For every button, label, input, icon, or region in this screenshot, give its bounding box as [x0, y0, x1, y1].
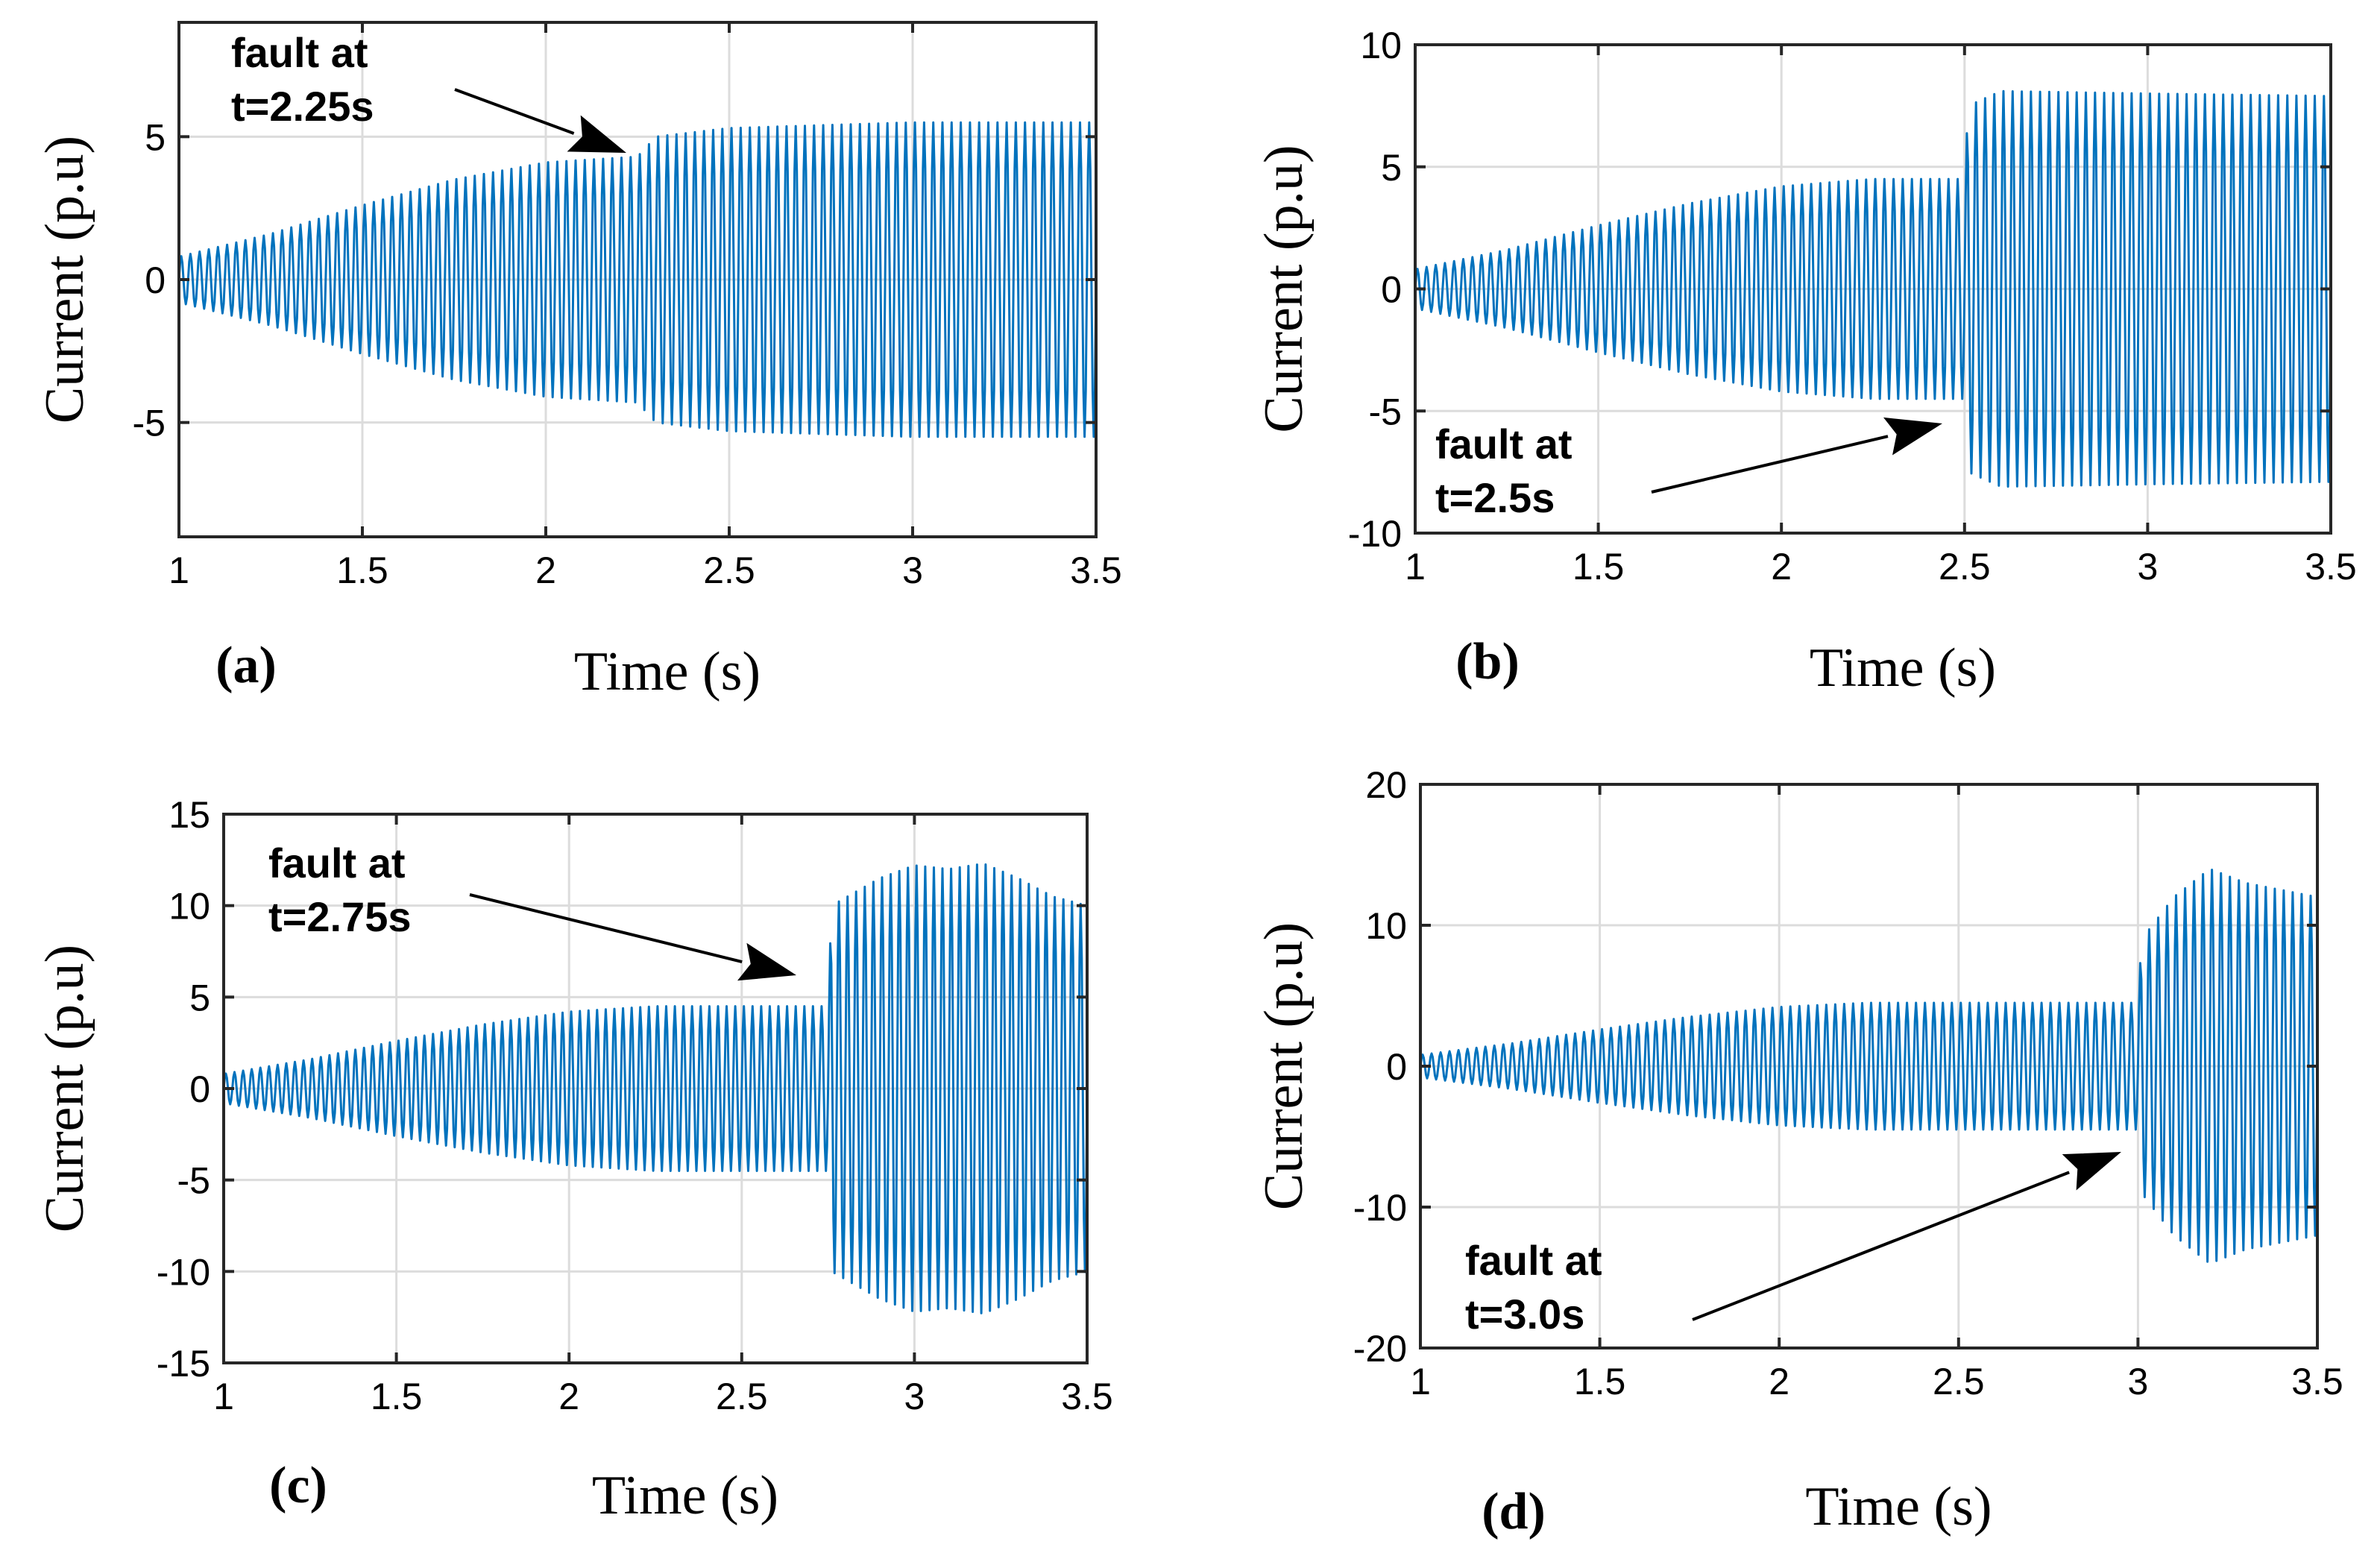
signal-line	[1419, 869, 2319, 1263]
x-tick-label: 3.5	[2305, 546, 2357, 588]
y-tick-label: -5	[177, 1160, 210, 1202]
y-axis-label: Current (p.u)	[1253, 145, 1315, 432]
y-tick-label: -10	[1348, 513, 1402, 555]
signal-line	[1414, 89, 2332, 488]
panel-label: (a)	[215, 637, 277, 694]
x-tick-label: 2	[535, 549, 556, 591]
y-tick-label: 10	[169, 886, 210, 927]
x-tick-label: 3.5	[2291, 1361, 2343, 1402]
y-tick-label: 10	[1365, 905, 1407, 947]
x-tick-label: 1	[169, 549, 189, 591]
annotation-arrow-shaft	[1692, 1171, 2070, 1321]
y-tick-label: 0	[1381, 269, 1402, 311]
x-tick-label: 3	[904, 1376, 925, 1417]
annotation-line: fault at	[231, 29, 368, 76]
y-tick-label: 5	[1381, 147, 1402, 189]
annotation-line: t=2.5s	[1435, 474, 1555, 521]
chart-panel-b: 1 1.5 2 2.5 3 3.5 -10 -5 0 5 10 Current (p.u) Time (…	[1253, 25, 2357, 699]
panel-label: (b)	[1455, 633, 1520, 690]
y-tick-label: -10	[1353, 1187, 1407, 1229]
y-tick-label: 0	[145, 259, 166, 301]
x-tick-label: 1	[213, 1376, 234, 1417]
signal-line	[177, 121, 1098, 438]
x-tick-label: 3	[902, 549, 923, 591]
x-tick-label: 3.5	[1070, 549, 1122, 591]
x-axis-label: Time (s)	[1805, 1476, 1992, 1537]
annotation-arrow-head	[2062, 1152, 2121, 1191]
y-tick-label: 15	[169, 794, 210, 836]
y-tick-label: 20	[1365, 764, 1407, 806]
x-tick-label: 2.5	[1939, 546, 1991, 588]
x-tick-label: 2	[1771, 546, 1792, 588]
x-tick-label: 1	[1405, 546, 1426, 588]
panel-label: (c)	[269, 1457, 327, 1514]
x-tick-label: 3	[2127, 1361, 2148, 1402]
annotation-arrow-shaft	[454, 88, 575, 135]
y-axis-label: Current (p.u)	[34, 136, 95, 423]
x-tick-label: 2.5	[703, 549, 755, 591]
x-tick-label: 2	[1769, 1361, 1789, 1402]
y-tick-label: -10	[157, 1251, 210, 1293]
chart-panel-a: 1 1.5 2 2.5 3 3.5 -5 0 5 Current (p.u) Time (s) (a)…	[34, 21, 1122, 702]
x-tick-label: 1.5	[1572, 546, 1625, 588]
y-axis-label: Current (p.u)	[34, 945, 95, 1232]
annotation-line: fault at	[1435, 421, 1572, 467]
panel-label: (d)	[1482, 1483, 1546, 1540]
y-axis-label: Current (p.u)	[1253, 922, 1315, 1210]
y-tick-label: -20	[1353, 1328, 1407, 1370]
annotation-line: t=2.25s	[231, 83, 374, 130]
y-tick-label: -15	[157, 1343, 210, 1385]
annotation-line: t=2.75s	[268, 893, 412, 940]
chart-panel-c: 1 1.5 2 2.5 3 3.5 -15 -10 -5 0 5 10 15 Current (p.u) T…	[34, 794, 1113, 1526]
x-tick-label: 2.5	[1933, 1361, 1985, 1402]
y-tick-label: 5	[189, 977, 210, 1018]
x-tick-label: 2.5	[716, 1376, 768, 1417]
signal-line	[222, 863, 1089, 1314]
annotation-arrow-head	[737, 942, 796, 981]
annotation-line: fault at	[1465, 1237, 1602, 1284]
y-tick-label: 0	[189, 1068, 210, 1110]
x-tick-label: 2	[558, 1376, 579, 1417]
y-tick-label: -5	[133, 403, 166, 444]
y-tick-label: -5	[1369, 391, 1402, 432]
x-tick-label: 3.5	[1061, 1376, 1113, 1417]
x-tick-label: 1.5	[336, 549, 388, 591]
x-tick-label: 1.5	[1574, 1361, 1626, 1402]
y-tick-label: 5	[145, 116, 166, 158]
annotation-arrow-head	[1883, 417, 1942, 456]
x-axis-label: Time (s)	[574, 641, 761, 702]
annotation-arrow-head	[567, 115, 626, 153]
x-tick-label: 3	[2137, 546, 2158, 588]
annotation-line: t=3.0s	[1465, 1291, 1584, 1338]
x-axis-label: Time (s)	[592, 1465, 778, 1526]
x-tick-label: 1.5	[371, 1376, 423, 1417]
annotation-arrow-shaft	[469, 893, 743, 963]
chart-panel-d: 1 1.5 2 2.5 3 3.5 -20 -10 0 10 20 Current (p.u) Time…	[1253, 764, 2343, 1540]
annotation-line: fault at	[268, 840, 406, 886]
y-tick-label: 0	[1386, 1046, 1407, 1088]
annotation-arrow-shaft	[1651, 435, 1889, 494]
x-axis-label: Time (s)	[1810, 637, 1996, 699]
x-tick-label: 1	[1410, 1361, 1431, 1402]
y-tick-label: 10	[1360, 25, 1402, 66]
